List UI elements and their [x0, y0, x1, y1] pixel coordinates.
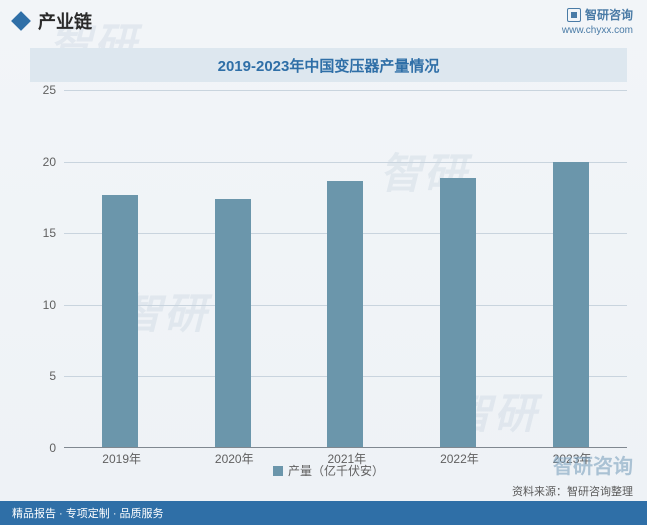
source-label: 资料来源：智研咨询整理: [512, 483, 633, 499]
footer-brand-text: 智研咨询: [553, 450, 633, 479]
bar: [215, 199, 251, 447]
footer-tagline: 精品报告 · 专项定制 · 品质服务: [12, 505, 164, 521]
y-tick-label: 5: [49, 369, 56, 383]
y-tick-label: 10: [43, 298, 56, 312]
footer-brand: 智研咨询: [553, 450, 633, 479]
y-tick-label: 25: [43, 83, 56, 97]
legend-swatch: [273, 466, 283, 476]
section-title-en: Industrial Chain: [80, 8, 171, 50]
legend: 产量（亿千伏安）: [30, 462, 627, 479]
plot-area: 0510152025 2019年2020年2021年2022年2023年: [64, 90, 627, 468]
bars-row: [64, 90, 627, 448]
y-axis: 0510152025: [30, 90, 60, 448]
y-tick-label: 20: [43, 155, 56, 169]
diamond-icon: [11, 11, 31, 31]
brand-block: 智研咨询 www.chyxx.com: [562, 6, 633, 36]
chart-title: 2019-2023年中国变压器产量情况: [218, 55, 440, 76]
y-tick-label: 0: [49, 441, 56, 455]
bar: [440, 178, 476, 447]
brand-logo-icon: [567, 8, 581, 22]
page-root: 智研 智研 智研 智研 Industrial Chain 产业链 智研咨询 ww…: [0, 0, 647, 525]
footer-bar: 精品报告 · 专项定制 · 品质服务: [0, 501, 647, 525]
bar: [327, 181, 363, 447]
chart-title-band: 2019-2023年中国变压器产量情况: [30, 48, 627, 82]
brand-name: 智研咨询: [585, 6, 633, 23]
section-header: Industrial Chain 产业链: [14, 6, 92, 36]
chart-container: 2019-2023年中国变压器产量情况 0510152025 2019年2020…: [30, 48, 627, 477]
bar: [553, 162, 589, 447]
bar: [102, 195, 138, 447]
y-tick-label: 15: [43, 226, 56, 240]
brand-url: www.chyxx.com: [562, 25, 633, 36]
legend-label: 产量（亿千伏安）: [288, 462, 384, 479]
section-title: 产业链: [38, 8, 92, 34]
